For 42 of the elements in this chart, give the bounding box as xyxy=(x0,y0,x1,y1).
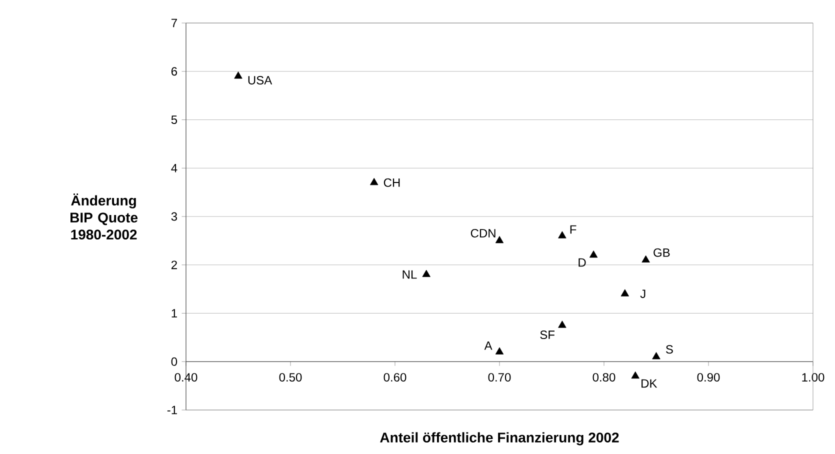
x-axis-title: Anteil öffentliche Finanzierung 2002 xyxy=(380,432,619,446)
annotation: USA xyxy=(248,76,272,84)
point xyxy=(422,270,430,277)
y-tick-label: 4 xyxy=(171,164,178,172)
point xyxy=(370,178,378,186)
point xyxy=(589,250,598,258)
y-tick-label: 2 xyxy=(171,260,177,270)
point xyxy=(558,320,566,328)
point xyxy=(631,371,640,379)
x-tick-label: 0.80 xyxy=(592,373,616,382)
y-tick-label: -1 xyxy=(167,406,177,414)
annotation: CH xyxy=(384,178,400,187)
annotation: NL xyxy=(402,270,417,279)
point xyxy=(642,255,650,262)
y-tick-label: 5 xyxy=(171,116,178,124)
point xyxy=(495,236,504,244)
x-tick-label: 0.50 xyxy=(279,373,302,382)
y-tick-label: 6 xyxy=(171,67,178,76)
x-tick-label: 0.40 xyxy=(174,373,198,382)
annotation: CDN xyxy=(470,229,496,238)
y-axis-title: Änderung BIP Quote 1980-2002 xyxy=(70,193,138,240)
annotation: A xyxy=(484,342,492,350)
y-tick-label: 7 xyxy=(171,18,177,28)
point xyxy=(495,347,504,354)
point xyxy=(620,289,629,296)
point xyxy=(558,231,566,238)
y-tick-label: 1 xyxy=(172,309,177,318)
y-tick-label: 0 xyxy=(171,357,178,366)
x-tick-label: 0.70 xyxy=(488,373,511,382)
annotation: DK xyxy=(642,379,658,388)
point xyxy=(234,72,242,79)
annotation: J xyxy=(640,290,646,298)
y-tick-label: 3 xyxy=(171,212,178,221)
annotation: D xyxy=(578,258,586,267)
point xyxy=(652,352,660,360)
annotation: S xyxy=(666,345,673,354)
x-tick-label: 0.60 xyxy=(384,373,406,382)
annotation: SF xyxy=(540,330,555,340)
annotation: F xyxy=(570,225,576,234)
x-tick-label: 1.00 xyxy=(802,373,824,382)
x-tick-label: 0.90 xyxy=(697,373,720,382)
annotation: GB xyxy=(654,248,670,257)
